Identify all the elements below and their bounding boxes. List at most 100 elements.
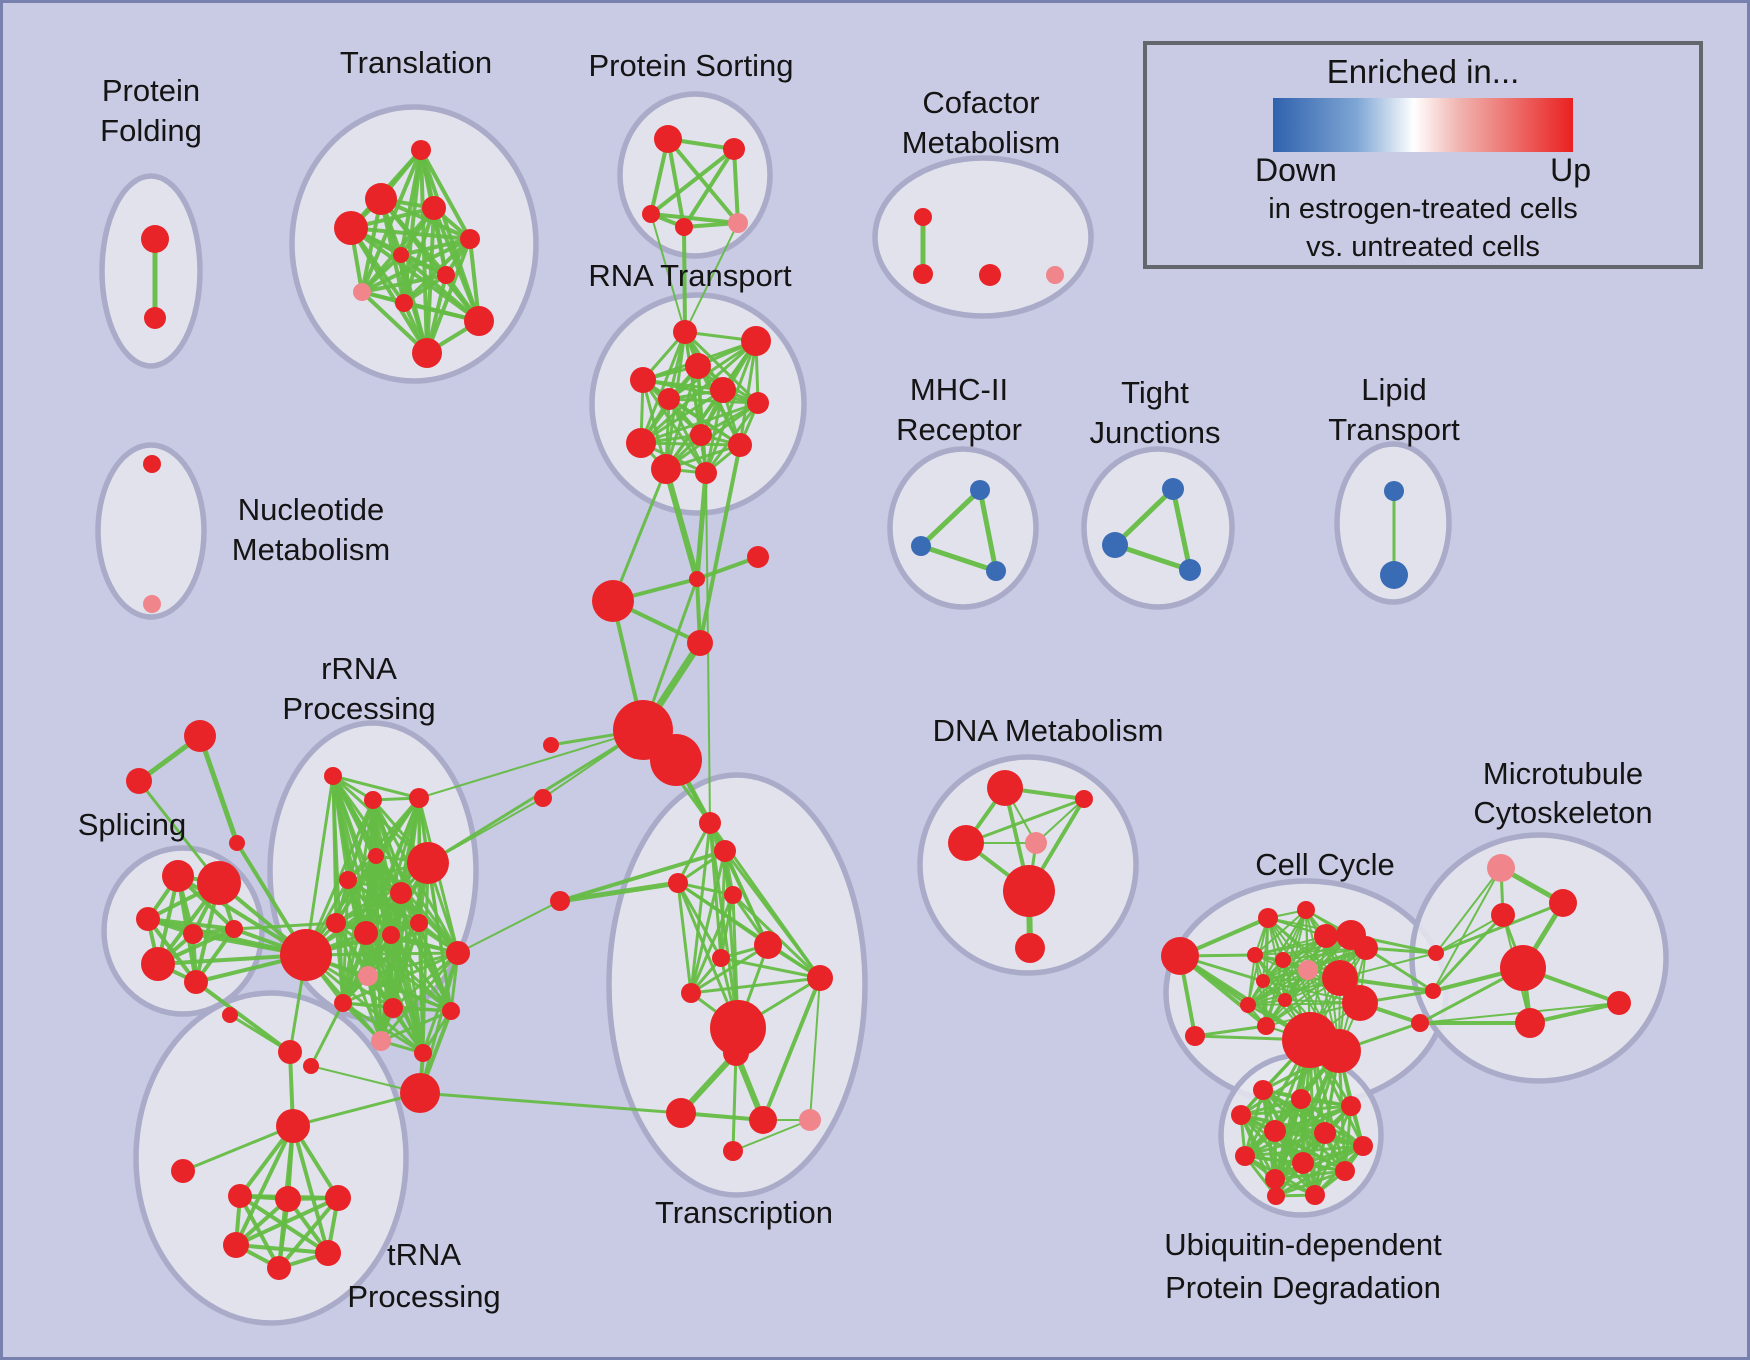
cluster-label-mhc-ii-receptor: Receptor [896, 412, 1022, 447]
node-CC10 [1322, 960, 1358, 996]
node-U2 [1341, 1096, 1361, 1116]
rrna-mesh-edge [341, 951, 460, 1005]
rna-transport-mesh-edge [667, 397, 760, 405]
node-PF1 [144, 307, 166, 329]
node-CC9 [1256, 974, 1270, 988]
node-PS3 [675, 218, 693, 236]
rrna-mesh-edge [379, 1009, 453, 1043]
node-TX10 [666, 1098, 696, 1128]
edge-B2-RR3 [427, 797, 544, 864]
ubiquitin-mesh-edge [1243, 1049, 1341, 1158]
rna-transport-mesh-edge [641, 378, 708, 475]
rrna-mesh-edge [379, 951, 460, 1043]
transcription-mesh-edge [723, 849, 770, 947]
node-TX13 [723, 1141, 743, 1161]
transcription-mesh-edge [689, 849, 727, 995]
node-R5 [658, 388, 680, 410]
edge-TJ0-TJ1 [1112, 486, 1176, 548]
edge-BR1-MT2 [1431, 913, 1505, 993]
node-U3 [1231, 1105, 1251, 1125]
node-N0 [143, 455, 161, 473]
node-D5 [1015, 933, 1045, 963]
node-PS1 [723, 138, 745, 160]
transcription-mesh-edge [723, 849, 822, 980]
node-BR2 [1411, 1014, 1429, 1032]
node-MT1 [1549, 889, 1577, 917]
node-M2 [986, 561, 1006, 581]
node-T9 [464, 306, 494, 336]
cluster-label-ubiquitin-degradation: Ubiquitin-dependent [1164, 1227, 1442, 1262]
node-T4 [460, 229, 480, 249]
cluster-label-rrna-processing: rRNA [321, 651, 397, 686]
node-TN5 [315, 1240, 341, 1266]
cluster-label-trna-processing: tRNA [386, 1237, 462, 1272]
node-TNH [276, 1109, 310, 1143]
cluster-label-protein-folding: Protein [101, 73, 201, 108]
node-N1 [143, 595, 161, 613]
node-C1 [913, 264, 933, 284]
cluster-label-tight-junctions: Tight [1121, 375, 1189, 410]
cluster-label-cell-cycle: Cell Cycle [1255, 847, 1395, 882]
translation-mesh-edge [432, 206, 481, 323]
edge-TJ1-TJ2 [1112, 542, 1193, 573]
cluster-label-cofactor-metabolism: Cofactor [922, 85, 1040, 120]
cluster-label-dna-metabolism: DNA Metabolism [932, 713, 1164, 748]
protein-sorting-mesh-edge [732, 147, 740, 225]
rrna-mesh-edge [334, 891, 403, 925]
node-U9 [1265, 1169, 1285, 1189]
node-BR0 [1428, 945, 1444, 961]
trna-mesh-edge [234, 1196, 340, 1247]
node-T10 [412, 338, 442, 368]
legend-box: Enriched in... Down Up in estrogen-treat… [1143, 41, 1703, 269]
node-R10 [651, 454, 681, 484]
translation-mesh-edge [349, 226, 472, 241]
node-S2 [136, 907, 160, 931]
node-TN4 [223, 1232, 249, 1258]
node-TX8 [710, 1000, 766, 1056]
trna-mesh-edge [291, 1124, 330, 1255]
rrna-mesh-edge [366, 951, 460, 978]
node-RR4 [368, 848, 384, 864]
ubiquitin-mesh-edge [1274, 1169, 1347, 1198]
node-CC6 [1247, 947, 1263, 963]
ubiquitin-mesh-edge [1273, 1169, 1347, 1181]
legend-title: Enriched in... [1326, 53, 1520, 90]
rna-transport-mesh-edge [639, 388, 725, 445]
node-RR12 [334, 994, 352, 1012]
edge-B0-TX0 [557, 880, 681, 904]
node-TN7 [278, 1040, 302, 1064]
node-R2 [685, 353, 711, 379]
node-CC11 [1342, 985, 1378, 1021]
edge-BR0-MT2 [1435, 914, 1504, 954]
rrna-mesh-edge [364, 931, 453, 1013]
node-CH2 [592, 580, 634, 622]
node-CC3 [1314, 924, 1338, 948]
rrna-mesh-edge [341, 931, 368, 1005]
translation-mesh-edge [349, 226, 429, 355]
node-R11 [695, 462, 717, 484]
edge-TN7-S6 [194, 980, 292, 1054]
translation-mesh-edge [419, 148, 472, 241]
node-CC7 [1275, 952, 1291, 968]
transcription-mesh-edge [676, 881, 693, 995]
rrna-mesh-edge [331, 774, 421, 800]
node-U10 [1335, 1161, 1355, 1181]
node-D2 [948, 825, 984, 861]
node-T1 [365, 183, 397, 215]
rna-transport-mesh-edge [683, 330, 760, 405]
edge-B0-RR17 [457, 900, 561, 954]
node-T2 [422, 196, 446, 220]
node-TN2 [275, 1186, 301, 1212]
node-MT3 [1500, 945, 1546, 991]
edge-BR0-MT1 [1434, 901, 1565, 955]
cluster-ellipse-protein-folding [99, 173, 203, 369]
cell-cycle-mesh-edge [1254, 909, 1307, 956]
edge-TN0-TNH [181, 1124, 295, 1173]
node-TN8 [222, 1007, 238, 1023]
trna-mesh-edge [277, 1196, 340, 1270]
transcription-mesh-edge [689, 976, 822, 995]
node-D1 [1075, 790, 1093, 808]
edge-TX6-TX12 [809, 977, 821, 1121]
cluster-label-rna-transport: RNA Transport [588, 258, 792, 293]
cluster-label-protein-sorting: Protein Sorting [588, 48, 794, 83]
